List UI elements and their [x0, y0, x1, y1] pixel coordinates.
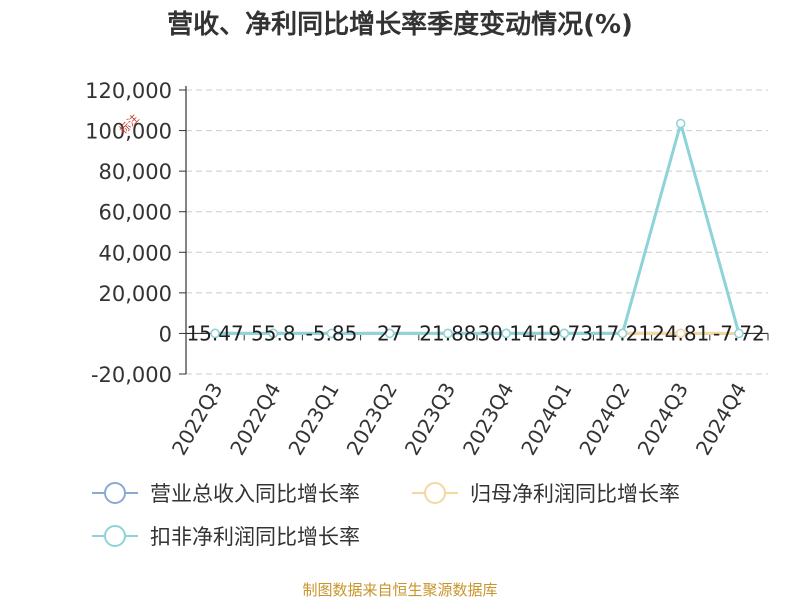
x-tick-label: 2024Q4: [691, 379, 751, 460]
legend-swatch-circle: [104, 482, 126, 504]
data-label: -7.72: [713, 321, 765, 345]
x-tick-label: 2023Q2: [342, 379, 402, 460]
y-tick-label: 80,000: [99, 160, 172, 184]
legend-label: 营业总收入同比增长率: [150, 482, 360, 506]
data-label: 15.47: [186, 321, 243, 345]
y-tick-label: 100,000: [85, 120, 172, 144]
x-tick-label: 2023Q3: [400, 379, 460, 460]
x-tick-label: 2023Q4: [458, 379, 518, 460]
x-tick-label: 2022Q3: [167, 379, 227, 460]
y-tick-label: -20,000: [91, 363, 172, 387]
y-tick-label: 20,000: [99, 282, 172, 306]
legend-swatch-circle: [104, 525, 126, 547]
legend-label: 归母净利润同比增长率: [470, 482, 680, 506]
data-label: 30.14: [477, 321, 534, 345]
chart-title: 营收、净利同比增长率季度变动情况(%): [167, 9, 633, 40]
series-line: [215, 121, 741, 335]
data-point: [443, 328, 453, 339]
grid-lines: [186, 89, 768, 375]
data-point: [559, 328, 570, 339]
y-tick-label: 40,000: [99, 241, 172, 265]
x-tick-label: 2024Q1: [516, 379, 576, 460]
legend-item: 营业总收入同比增长率: [92, 482, 360, 506]
data-point: [675, 328, 686, 339]
data-point: [268, 328, 279, 339]
data-label: 27: [377, 321, 402, 345]
data-label: -5.85: [306, 321, 358, 345]
x-tick-label: 2022Q4: [225, 379, 285, 460]
data-point: [617, 328, 628, 339]
legend-swatch-circle: [424, 482, 446, 504]
data-point: [734, 328, 744, 339]
y-tick-label: 120,000: [85, 79, 172, 103]
footer-source: 制图数据来自恒生聚源数据库: [302, 581, 497, 599]
legend-label: 扣非净利润同比增长率: [150, 525, 360, 549]
data-point: [384, 328, 395, 339]
y-tick-label: 60,000: [99, 201, 172, 225]
x-tick-label: 2023Q1: [283, 379, 343, 460]
legend-item: 归母净利润同比增长率: [412, 482, 680, 506]
series-layer: [210, 118, 744, 339]
data-point: [210, 328, 220, 339]
data-label: 24.81: [652, 321, 709, 345]
data-point: [326, 328, 337, 339]
x-tick-label: 2024Q2: [574, 379, 634, 460]
x-axis-ticks: 2022Q32022Q42023Q12023Q22023Q32023Q42024…: [167, 333, 769, 460]
data-label: 19.73: [536, 321, 593, 345]
y-axis-ticks: 120,000 100,000 80,000 60,000 40,000 20,000 0 -…: [85, 79, 186, 387]
data-labels: 15.47 55.8 -5.85 27 21.88 30.14 19.73 17.21 24.8…: [186, 321, 764, 345]
x-tick-label: 2024Q3: [633, 379, 693, 460]
data-label: 21.88: [419, 321, 476, 345]
data-point: [501, 328, 511, 339]
legend-item: 扣非净利润同比增长率: [92, 525, 360, 549]
y-tick-label: 0: [159, 322, 172, 346]
data-point: [675, 118, 686, 129]
data-label: 17.21: [594, 321, 651, 345]
data-label: 55.8: [251, 321, 296, 345]
